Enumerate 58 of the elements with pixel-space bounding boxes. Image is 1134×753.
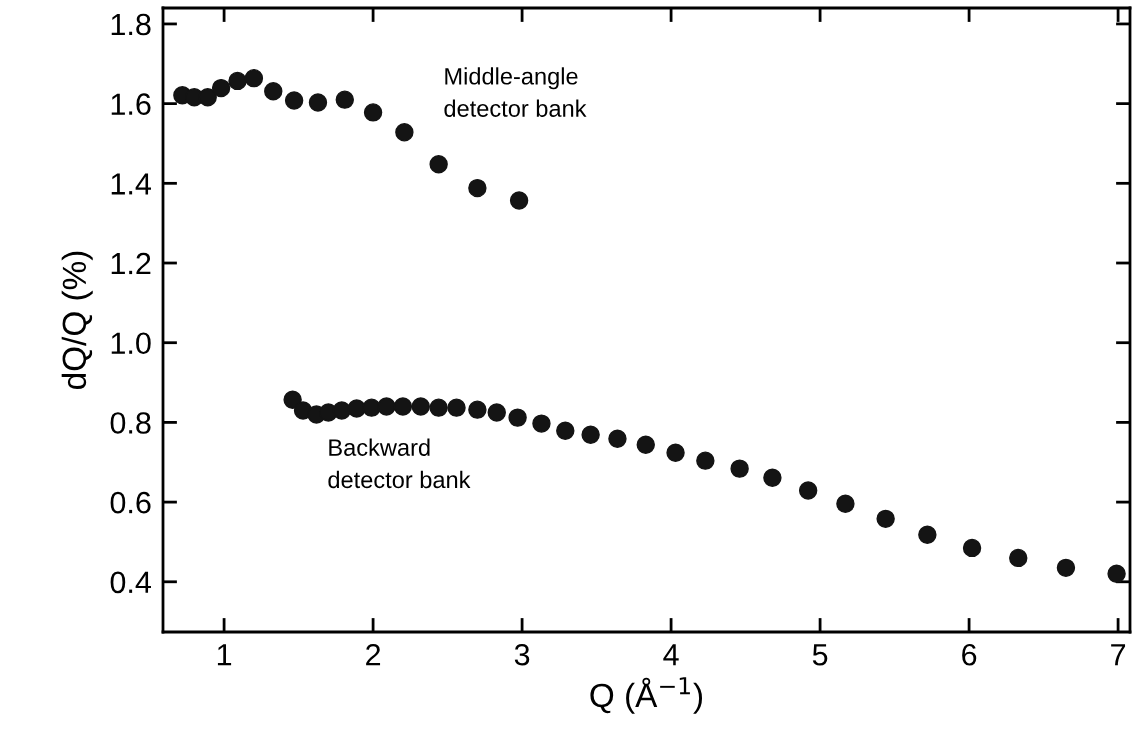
point (608, 429, 627, 448)
point (1056, 558, 1076, 578)
y-tick-label: 1.8 (111, 13, 151, 36)
point (347, 399, 366, 418)
point (211, 78, 231, 98)
point (532, 414, 551, 433)
x-tick-label: 2 (366, 643, 381, 666)
x-tick-label: 5 (812, 644, 828, 666)
point (636, 435, 655, 454)
point (429, 154, 448, 174)
point (429, 398, 448, 417)
point (244, 68, 264, 88)
point (363, 103, 383, 122)
point (447, 398, 466, 417)
x-tick-label: 4 (663, 644, 679, 666)
point (393, 397, 413, 416)
point (377, 397, 396, 416)
x-tick-label: 1 (217, 644, 232, 666)
y-tick-label: 0.8 (110, 412, 151, 434)
point (836, 494, 855, 513)
point (332, 401, 351, 420)
x-tick-label: 7 (1111, 644, 1126, 666)
annotation: Backward detector bank (328, 438, 471, 489)
point (395, 123, 414, 142)
y-tick-label: 1.6 (111, 93, 151, 115)
point (509, 191, 529, 210)
point (468, 400, 487, 419)
y-tick-label: 1.2 (111, 252, 151, 275)
y-axis-title: dQ/Q (%) (61, 251, 93, 389)
point (284, 91, 304, 110)
point (763, 468, 782, 487)
y-tick-label: 1.4 (111, 173, 151, 195)
point (962, 538, 982, 558)
x-axis-title: Q (Å$^{−1}$) (590, 677, 703, 714)
point (666, 443, 685, 462)
point (264, 82, 283, 101)
y-tick-label: 0.6 (110, 491, 151, 514)
y-tick-label: 0.4 (110, 571, 151, 594)
point (411, 397, 430, 416)
point (730, 459, 749, 478)
point (581, 425, 600, 444)
point (556, 421, 575, 440)
annotation: Middle-angle detector bank (444, 67, 587, 117)
point (1009, 548, 1028, 568)
point (798, 481, 818, 500)
point (468, 178, 487, 198)
point (876, 509, 895, 529)
x-tick-label: 6 (962, 643, 977, 666)
y-tick-label: 1.0 (111, 332, 151, 355)
point (228, 71, 247, 91)
point (508, 408, 527, 427)
point (918, 525, 937, 544)
point (696, 451, 715, 470)
point (335, 90, 354, 109)
x-tick-label: 3 (514, 643, 530, 666)
point (1107, 564, 1126, 584)
point (487, 403, 506, 422)
point (308, 93, 328, 112)
